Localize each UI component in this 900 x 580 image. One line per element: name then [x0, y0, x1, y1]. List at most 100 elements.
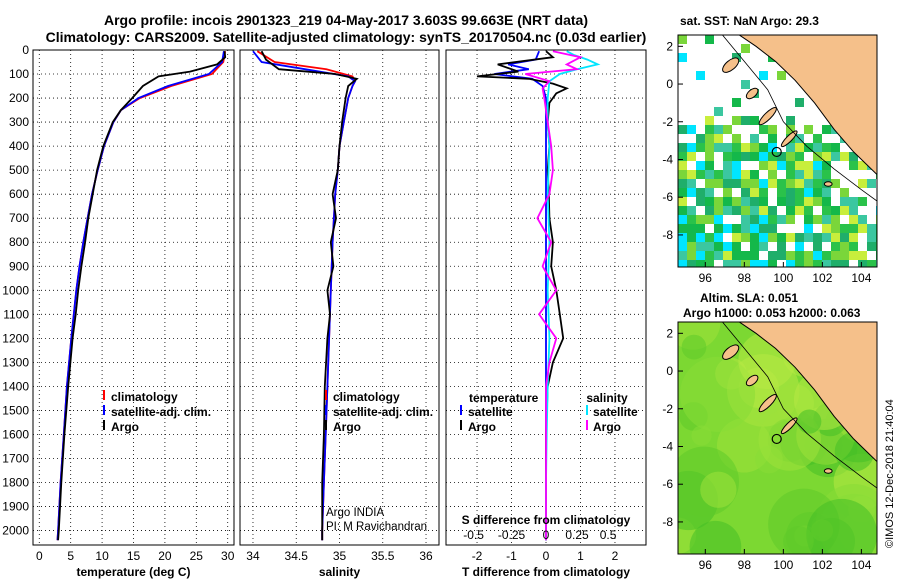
- sst-field-cell: [678, 260, 687, 267]
- sst-field-cell: [768, 143, 777, 152]
- sst-field-cell: [705, 35, 714, 44]
- sst-field-cell: [813, 215, 822, 224]
- sst-field-cell: [768, 125, 777, 134]
- y-tick-label: 1400: [2, 379, 29, 393]
- sst-field-cell: [849, 197, 858, 206]
- sst-field-cell: [714, 134, 723, 143]
- sst-field-cell: [768, 170, 777, 179]
- y-tick-label: 600: [9, 187, 29, 201]
- sst-field-cell: [714, 206, 723, 215]
- sst-field-cell: [687, 224, 696, 233]
- x-tick-label: 30: [221, 549, 235, 563]
- sst-field-cell: [732, 152, 741, 161]
- top-tick-label: 0: [543, 528, 550, 542]
- sst-field-cell: [732, 197, 741, 206]
- sst-field-cell: [786, 179, 795, 188]
- sst-field-cell: [831, 206, 840, 215]
- x-tick-label: 0: [36, 549, 43, 563]
- top-tick-label: -0.5: [463, 528, 484, 542]
- sst-field-cell: [714, 242, 723, 251]
- sst-field-cell: [813, 188, 822, 197]
- sst-field-cell: [768, 206, 777, 215]
- sst-field-cell: [714, 224, 723, 233]
- sla-map-title-line1: Altim. SLA: 0.051: [700, 291, 798, 305]
- island: [745, 87, 759, 100]
- panel-temperature: 0 5 10 15 20 25 30 temperature (deg C) 0 100 200 30…: [2, 43, 234, 579]
- sst-field-cell: [687, 125, 696, 134]
- sst-field-cell: [795, 260, 804, 267]
- sst-field-cell: [705, 170, 714, 179]
- sst-field-cell: [858, 161, 867, 170]
- map-y-tick-label: -2: [662, 115, 673, 129]
- sst-field-cell: [723, 251, 732, 260]
- sst-field-cell: [777, 242, 786, 251]
- top-axis-label: S difference from climatology: [462, 513, 631, 527]
- x-tick-label: 35.5: [371, 549, 395, 563]
- sst-field-cell: [732, 116, 741, 125]
- sst-field-cell: [768, 161, 777, 170]
- map-y-tick-label: -6: [662, 477, 673, 491]
- series-line-temperature-satellite: [494, 50, 547, 541]
- sst-field-cell: [849, 233, 858, 242]
- sst-field-cell: [714, 233, 723, 242]
- sst-field-cell: [678, 170, 687, 179]
- x-tick-label: -1: [506, 549, 517, 563]
- sst-field-cell: [678, 215, 687, 224]
- sst-field-cell: [831, 260, 840, 267]
- sst-field-cell: [678, 152, 687, 161]
- sst-field-cell: [831, 215, 840, 224]
- sst-field-cell: [840, 242, 849, 251]
- sst-field-cell: [732, 179, 741, 188]
- sst-field-cell: [804, 233, 813, 242]
- panel-salinity: 34 34.5 35 35.5 36 salinity climatologysatelli…: [239, 49, 440, 579]
- sst-field-cell: [678, 206, 687, 215]
- sst-field-cell: [741, 206, 750, 215]
- sst-field-cell: [786, 116, 795, 125]
- sst-field-cell: [750, 134, 759, 143]
- sst-field-cell: [696, 170, 705, 179]
- sst-field-cell: [768, 215, 777, 224]
- y-tick-label: 800: [9, 235, 29, 249]
- y-tick-label: 300: [9, 115, 29, 129]
- sst-field-cell: [804, 188, 813, 197]
- sst-field-cell: [723, 188, 732, 197]
- sst-field-cell: [786, 161, 795, 170]
- sst-field-cell: [822, 215, 831, 224]
- sst-field-cell: [822, 233, 831, 242]
- sst-field-cell: [858, 224, 867, 233]
- sst-field-cell: [804, 215, 813, 224]
- y-tick-label: 2000: [2, 524, 29, 538]
- map-x-tick-label: 104: [851, 558, 871, 572]
- sst-field-cell: [687, 215, 696, 224]
- sst-field-cell: [795, 98, 804, 107]
- sst-field-cell: [696, 188, 705, 197]
- sst-field-cell: [768, 233, 777, 242]
- sst-field-cell: [831, 152, 840, 161]
- sst-field-cell: [831, 179, 840, 188]
- sst-field-cell: [705, 116, 714, 125]
- sst-field-cell: [750, 215, 759, 224]
- sst-field-cell: [723, 179, 732, 188]
- argo-position-marker: [771, 433, 782, 445]
- map-x-tick-label: 96: [699, 558, 713, 572]
- sst-field-cell: [795, 188, 804, 197]
- sla-map-frame: [677, 321, 878, 555]
- sla-field-blob: [811, 519, 834, 542]
- sst-field-cell: [705, 125, 714, 134]
- sst-field-cell: [831, 251, 840, 260]
- sst-field-cell: [687, 206, 696, 215]
- sst-field-cell: [786, 215, 795, 224]
- sst-field-cell: [678, 161, 687, 170]
- sst-field-cell: [786, 206, 795, 215]
- sst-field-cell: [822, 152, 831, 161]
- sst-field-cell: [678, 197, 687, 206]
- sla-field-blob: [783, 526, 814, 554]
- sst-field-cell: [732, 242, 741, 251]
- sst-field-cell: [750, 179, 759, 188]
- map-y-tick-label: -4: [662, 152, 673, 166]
- sst-field-cell: [696, 224, 705, 233]
- sst-map-title: sat. SST: NaN Argo: 29.3: [680, 14, 819, 28]
- sst-field-cell: [678, 242, 687, 251]
- sst-field-cell: [777, 251, 786, 260]
